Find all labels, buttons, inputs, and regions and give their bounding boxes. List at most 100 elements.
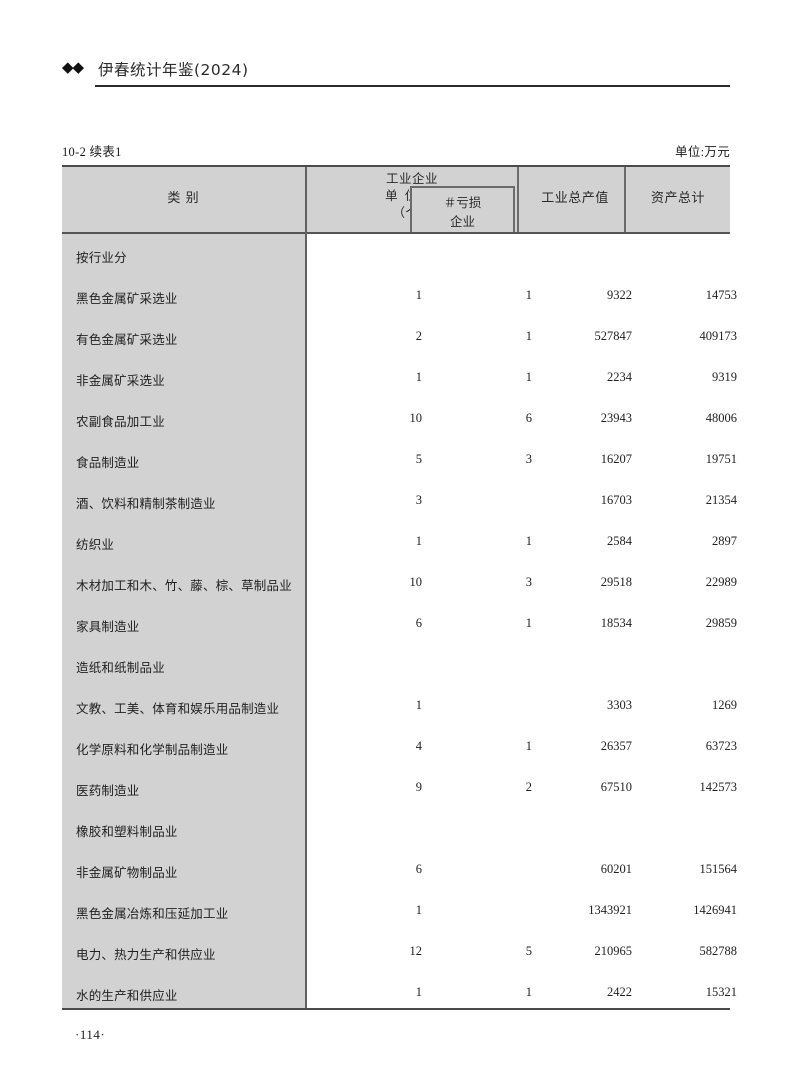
row-loss-enterprises: 1 xyxy=(525,329,532,343)
row-gross-output: 2422 xyxy=(607,985,632,999)
row-category-label: 造纸和纸制品业 xyxy=(76,661,165,675)
column-header-total-assets: 资产总计 xyxy=(650,190,705,205)
row-total-assets: 151564 xyxy=(699,862,738,876)
row-category-label: 木材加工和木、竹、藤、棕、草制品业 xyxy=(76,579,292,593)
row-enterprise-units: 1 xyxy=(415,534,422,548)
table-row: 农副食品加工业 10 6 23943 48006 xyxy=(62,398,737,439)
diamond-ornament-icon: ◆◆ xyxy=(62,60,84,76)
row-loss-enterprises: 1 xyxy=(525,288,532,302)
row-total-assets: 22989 xyxy=(705,575,737,589)
row-enterprise-units: 1 xyxy=(415,288,422,302)
row-gross-output: 18534 xyxy=(600,616,632,630)
row-category-label: 酒、饮料和精制茶制造业 xyxy=(76,497,216,511)
row-loss-enterprises: 1 xyxy=(525,985,532,999)
table-row: 纺织业 1 1 2584 2897 xyxy=(62,521,737,562)
column-header-loss-line2: 企业 xyxy=(449,215,475,229)
row-enterprise-units: 1 xyxy=(415,698,422,712)
row-gross-output: 210965 xyxy=(594,944,633,958)
row-total-assets: 582788 xyxy=(699,944,738,958)
table-number-label: 10-2 续表1 xyxy=(62,145,122,159)
row-gross-output: 16207 xyxy=(600,452,632,466)
row-total-assets: 15321 xyxy=(705,985,737,999)
row-category-label: 黑色金属冶炼和压延加工业 xyxy=(76,907,229,921)
row-loss-enterprises: 3 xyxy=(525,452,532,466)
row-total-assets: 9319 xyxy=(712,370,737,384)
row-gross-output: 2584 xyxy=(607,534,632,548)
row-enterprise-units: 6 xyxy=(415,862,422,876)
row-total-assets: 2897 xyxy=(712,534,737,548)
category-column-band xyxy=(62,167,305,1008)
header-rule xyxy=(95,85,730,87)
table-row: 家具制造业 6 1 18534 29859 xyxy=(62,603,737,644)
table-bottom-rule xyxy=(62,1008,730,1010)
row-category-label: 按行业分 xyxy=(76,251,127,265)
row-gross-output: 23943 xyxy=(600,411,632,425)
row-gross-output: 1343921 xyxy=(588,903,632,917)
row-loss-enterprises: 1 xyxy=(525,370,532,384)
column-header-enterprise-units-line1: 工业企业 xyxy=(385,172,438,186)
column-header-loss-making-enterprises: ＃亏损 企业 xyxy=(410,186,515,232)
table-caption-row: 10-2 续表1 单位:万元 xyxy=(62,141,730,159)
row-loss-enterprises: 1 xyxy=(525,616,532,630)
header-divider-gross xyxy=(517,167,519,232)
column-header-gross-output: 工业总产值 xyxy=(541,190,609,205)
row-category-label: 有色金属矿采选业 xyxy=(76,333,178,347)
column-header-category: 类 别 xyxy=(167,190,200,205)
table-row: 橡胶和塑料制品业 xyxy=(62,808,730,849)
row-category-label: 橡胶和塑料制品业 xyxy=(76,825,178,839)
row-total-assets: 142573 xyxy=(699,780,738,794)
table-row: 酒、饮料和精制茶制造业 3 16703 21354 xyxy=(62,480,737,521)
row-enterprise-units: 2 xyxy=(415,329,422,343)
row-category-label: 医药制造业 xyxy=(76,784,140,798)
row-enterprise-units: 12 xyxy=(409,944,423,958)
table-unit-label: 单位:万元 xyxy=(675,145,730,159)
row-enterprise-units: 5 xyxy=(415,452,422,466)
row-category-label: 非金属矿采选业 xyxy=(76,374,165,388)
table-body: 按行业分黑色金属矿采选业 1 1 9322 14753 有色金属矿采选业 2 1 527847 4… xyxy=(62,234,737,1008)
row-category-label: 水的生产和供应业 xyxy=(76,989,178,1003)
statistics-table: 类 别 工业企业 单 位 数 （个） ＃亏损 企业 工业总产值 资产总计 按行业… xyxy=(62,165,737,1010)
table-row: 水的生产和供应业 1 1 2422 15321 xyxy=(62,972,737,1013)
row-total-assets: 14753 xyxy=(705,288,737,302)
row-enterprise-units: 1 xyxy=(415,903,422,917)
table-row: 黑色金属冶炼和压延加工业 1 1343921 1426941 xyxy=(62,890,737,931)
row-total-assets: 21354 xyxy=(705,493,737,507)
category-column-divider xyxy=(305,167,307,1008)
row-enterprise-units: 1 xyxy=(415,985,422,999)
row-gross-output: 60201 xyxy=(600,862,632,876)
row-loss-enterprises: 6 xyxy=(525,411,532,425)
row-loss-enterprises: 3 xyxy=(525,575,532,589)
header-divider-assets xyxy=(624,167,626,232)
row-gross-output: 9322 xyxy=(607,288,632,302)
row-total-assets: 48006 xyxy=(705,411,737,425)
row-total-assets: 19751 xyxy=(705,452,737,466)
row-total-assets: 409173 xyxy=(699,329,738,343)
row-gross-output: 26357 xyxy=(600,739,632,753)
publication-title: 伊春统计年鉴(2024) xyxy=(98,61,249,79)
page-number: ·114· xyxy=(75,1027,106,1042)
row-gross-output: 527847 xyxy=(594,329,633,343)
row-gross-output: 29518 xyxy=(600,575,632,589)
row-loss-enterprises: 1 xyxy=(525,739,532,753)
row-loss-enterprises: 2 xyxy=(525,780,532,794)
row-total-assets: 29859 xyxy=(705,616,737,630)
row-enterprise-units: 10 xyxy=(409,575,423,589)
row-category-label: 化学原料和化学制品制造业 xyxy=(76,743,229,757)
row-loss-enterprises: 1 xyxy=(525,534,532,548)
row-gross-output: 3303 xyxy=(607,698,632,712)
column-header-loss-line1: ＃亏损 xyxy=(443,196,482,210)
table-row: 医药制造业 9 2 67510 142573 xyxy=(62,767,737,808)
row-category-label: 黑色金属矿采选业 xyxy=(76,292,178,306)
table-row: 文教、工美、体育和娱乐用品制造业 1 3303 1269 xyxy=(62,685,737,726)
row-category-label: 电力、热力生产和供应业 xyxy=(76,948,216,962)
table-row: 食品制造业 5 3 16207 19751 xyxy=(62,439,737,480)
table-row: 非金属矿物制品业 6 60201 151564 xyxy=(62,849,737,890)
row-gross-output: 67510 xyxy=(600,780,632,794)
row-enterprise-units: 9 xyxy=(415,780,422,794)
table-row: 化学原料和化学制品制造业 4 1 26357 63723 xyxy=(62,726,737,767)
row-loss-enterprises: 5 xyxy=(525,944,532,958)
table-row: 电力、热力生产和供应业 12 5 210965 582788 xyxy=(62,931,737,972)
table-header-rule xyxy=(62,232,730,234)
table-row: 非金属矿采选业 1 1 2234 9319 xyxy=(62,357,737,398)
row-enterprise-units: 4 xyxy=(415,739,422,753)
